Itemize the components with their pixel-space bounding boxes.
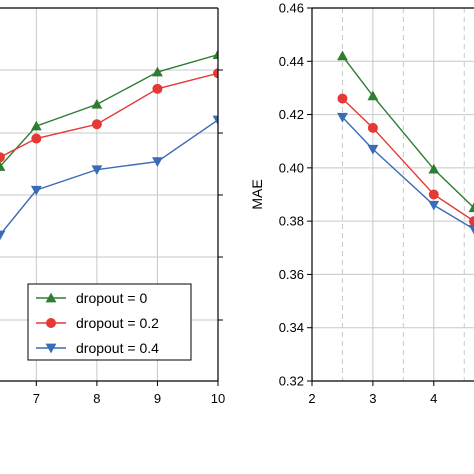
series-group (337, 50, 474, 235)
data-point (337, 50, 348, 61)
x-tick-label: 7 (33, 391, 40, 406)
x-tick-label: 2 (308, 391, 315, 406)
data-point (30, 120, 42, 131)
x-tick-label: 9 (154, 391, 161, 406)
axis-frame: 7 8 9 10 (0, 7, 225, 406)
data-point (468, 224, 474, 235)
legend-marker (46, 317, 57, 328)
y-axis-label: MAE (249, 179, 265, 209)
axis-frame: 2 3 4 0.32 0.34 0.36 0.38 0.40 0.42 0.44 0.46 (279, 1, 474, 406)
data-point (0, 152, 5, 163)
data-point (212, 115, 218, 126)
data-point (367, 90, 379, 101)
data-point (91, 165, 103, 176)
x-tick-label: 3 (369, 391, 376, 406)
data-point (152, 83, 163, 94)
data-point (0, 161, 6, 171)
y-tick-label: 0.34 (279, 320, 304, 335)
data-point (91, 98, 103, 109)
y-tick-label: 0.36 (279, 267, 304, 282)
data-point (337, 93, 348, 104)
y-tick-label: 0.44 (279, 54, 304, 69)
series-line-0 (341, 55, 474, 209)
x-tick-label: 10 (211, 391, 225, 406)
data-point (152, 157, 163, 167)
series-line-0 (0, 53, 218, 167)
data-point (91, 119, 102, 130)
y-tick-label: 0.38 (279, 214, 304, 229)
data-point (212, 49, 218, 59)
right-chart: 2 3 4 0.32 0.34 0.36 0.38 0.40 0.42 0.44 0.46 MAE (249, 1, 474, 406)
data-point (468, 202, 474, 213)
data-point (367, 122, 378, 133)
y-tick-label: 0.42 (279, 107, 304, 122)
series-line-1 (341, 98, 474, 222)
legend-label: dropout = 0.4 (76, 340, 159, 356)
data-point (367, 144, 379, 155)
legend-label: dropout = 0 (76, 290, 147, 306)
y-tick-label: 0.46 (279, 1, 304, 16)
legend-marker (45, 292, 57, 303)
data-point (428, 189, 439, 200)
data-point (30, 185, 42, 196)
y-tick-label: 0.40 (279, 160, 304, 175)
legend-marker (45, 343, 57, 354)
data-point (337, 112, 348, 123)
legend: dropout = 0 dropout = 0.2 dropout = 0.4 (27, 283, 192, 361)
series-group (0, 49, 218, 241)
x-tick-label: 4 (430, 391, 437, 406)
series-line-2 (341, 116, 474, 230)
data-point (428, 163, 440, 174)
data-point (152, 66, 163, 77)
x-tick-label: 8 (93, 391, 100, 406)
data-point (0, 230, 6, 241)
data-point (428, 200, 440, 211)
gridlines (312, 7, 474, 382)
data-point (31, 133, 42, 144)
series-line-1 (0, 72, 218, 158)
y-tick-label: 0.32 (279, 374, 304, 389)
legend-label: dropout = 0.2 (76, 315, 159, 331)
